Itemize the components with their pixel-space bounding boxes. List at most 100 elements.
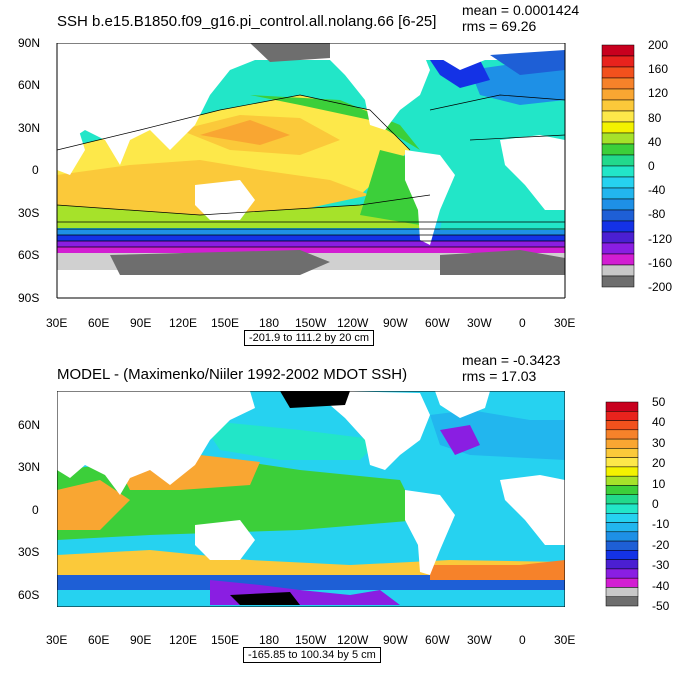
land-south-america-2 (405, 490, 455, 575)
colorbar-swatch (605, 513, 639, 523)
colorbar-swatch (605, 540, 639, 551)
colorbar-label: 10 (652, 476, 666, 491)
colorbar-swatch (605, 596, 639, 607)
panel2-xtick: 150W (295, 633, 327, 647)
panel1-xtick: 30E (554, 316, 576, 330)
colorbar-swatch (605, 420, 639, 431)
colorbar-label: 0 (648, 159, 655, 173)
colorbar-label: 120 (648, 86, 669, 101)
colorbar-label: 80 (648, 110, 662, 125)
colorbar-label: 160 (648, 62, 669, 77)
panel1-rms: rms = 69.26 (462, 18, 537, 34)
panel1-ytick: 90S (18, 291, 40, 305)
panel2-xtick: 30W (467, 633, 492, 647)
colorbar-swatch (605, 448, 639, 458)
colorbar-label: -120 (648, 231, 673, 246)
colorbar-swatch (601, 110, 635, 123)
panel2-ytick: 30N (18, 460, 41, 474)
panel2-xtick: 90W (383, 633, 408, 647)
colorbar-swatch (601, 165, 635, 178)
colorbar-swatch (605, 531, 639, 542)
colorbar-label: 30 (652, 435, 666, 450)
panel2-xtick: 60W (425, 633, 450, 647)
colorbar-label: -160 (648, 255, 673, 270)
colorbar-swatch (601, 77, 635, 90)
panel1-xtick: 60E (88, 316, 110, 330)
colorbar-label: -50 (652, 599, 670, 613)
colorbar-swatch (601, 66, 635, 79)
colorbar-swatch (605, 466, 639, 477)
panel1-xtick: 30W (467, 316, 492, 330)
panel2-xtick: 150E (211, 633, 240, 647)
colorbar-swatch (605, 475, 639, 486)
colorbar-label: 40 (648, 134, 662, 149)
colorbar-swatch (605, 438, 639, 449)
panel2-title: MODEL - (Maximenko/Niiler 1992-2002 MDOT… (57, 366, 408, 383)
land-africa (500, 135, 565, 210)
colorbar-label: 40 (652, 415, 666, 430)
panel2-colorbar (605, 401, 639, 607)
panel1-ytick: 60N (18, 78, 41, 92)
colorbar-swatch (601, 242, 635, 255)
panel1-xtick: 60W (425, 316, 450, 330)
panel1-xtick: 90W (383, 316, 408, 330)
land-north-america-2 (330, 391, 430, 470)
panel1-map (57, 43, 565, 298)
panel2-ytick: 60S (18, 588, 40, 602)
panel1-range-label: -201.9 to 111.2 by 20 cm (244, 330, 375, 346)
colorbar-swatch (601, 264, 635, 277)
land-australia (195, 180, 255, 220)
colorbar-swatch (605, 568, 639, 579)
panel2-ytick: 30S (18, 545, 40, 559)
panel1-xtick: 150E (211, 316, 240, 330)
panel1-colorbar (601, 44, 635, 288)
colorbar-label: 20 (652, 456, 666, 471)
panel2-xtick: 120W (337, 633, 369, 647)
colorbar-label: -10 (652, 517, 670, 532)
colorbar-swatch (605, 485, 639, 495)
panel1-xtick: 30E (46, 316, 68, 330)
panel2-ytick: 60N (18, 418, 41, 432)
colorbar-swatch (601, 275, 635, 288)
land-eurasia-2 (57, 391, 255, 495)
colorbar-swatch (601, 132, 635, 145)
colorbar-label: 200 (648, 38, 669, 52)
colorbar-swatch (601, 220, 635, 233)
colorbar-swatch (601, 99, 635, 112)
colorbar-swatch (601, 88, 635, 101)
colorbar-swatch (601, 209, 635, 222)
colorbar-swatch (605, 577, 639, 588)
colorbar-swatch (601, 187, 635, 200)
colorbar-swatch (601, 154, 635, 167)
colorbar-swatch (601, 176, 635, 189)
colorbar-swatch (601, 121, 635, 134)
colorbar-swatch (605, 401, 639, 412)
land-australia-2 (195, 520, 255, 560)
panel1-xtick: 180 (259, 316, 280, 330)
panel1-ytick: 60S (18, 248, 40, 262)
colorbar-swatch (601, 55, 635, 68)
panel2-ytick: 0 (32, 503, 39, 517)
panel2-xtick: 0 (519, 633, 526, 647)
panel2-mean: mean = -0.3423 (462, 352, 561, 368)
colorbar-swatch (605, 587, 639, 597)
panel2-map (57, 391, 565, 607)
land-eurasia (57, 43, 255, 165)
colorbar-label: -40 (652, 578, 670, 593)
land-africa-2 (500, 475, 565, 545)
panel1-xtick: 150W (295, 316, 327, 330)
colorbar-swatch (601, 231, 635, 244)
colorbar-swatch (601, 143, 635, 156)
colorbar-label: -200 (648, 280, 673, 294)
colorbar-swatch (601, 253, 635, 266)
colorbar-swatch (605, 503, 639, 514)
colorbar-swatch (605, 429, 639, 440)
colorbar-swatch (605, 494, 639, 505)
land-south-america (405, 150, 455, 245)
panel2-xtick: 30E (554, 633, 576, 647)
panel2-range-label: -165.85 to 100.34 by 5 cm (243, 647, 381, 663)
panel1-xtick: 120W (337, 316, 369, 330)
panel2-xtick: 120E (169, 633, 198, 647)
panel1-axis-ticks (56, 43, 566, 299)
colorbar-swatch (605, 522, 639, 533)
